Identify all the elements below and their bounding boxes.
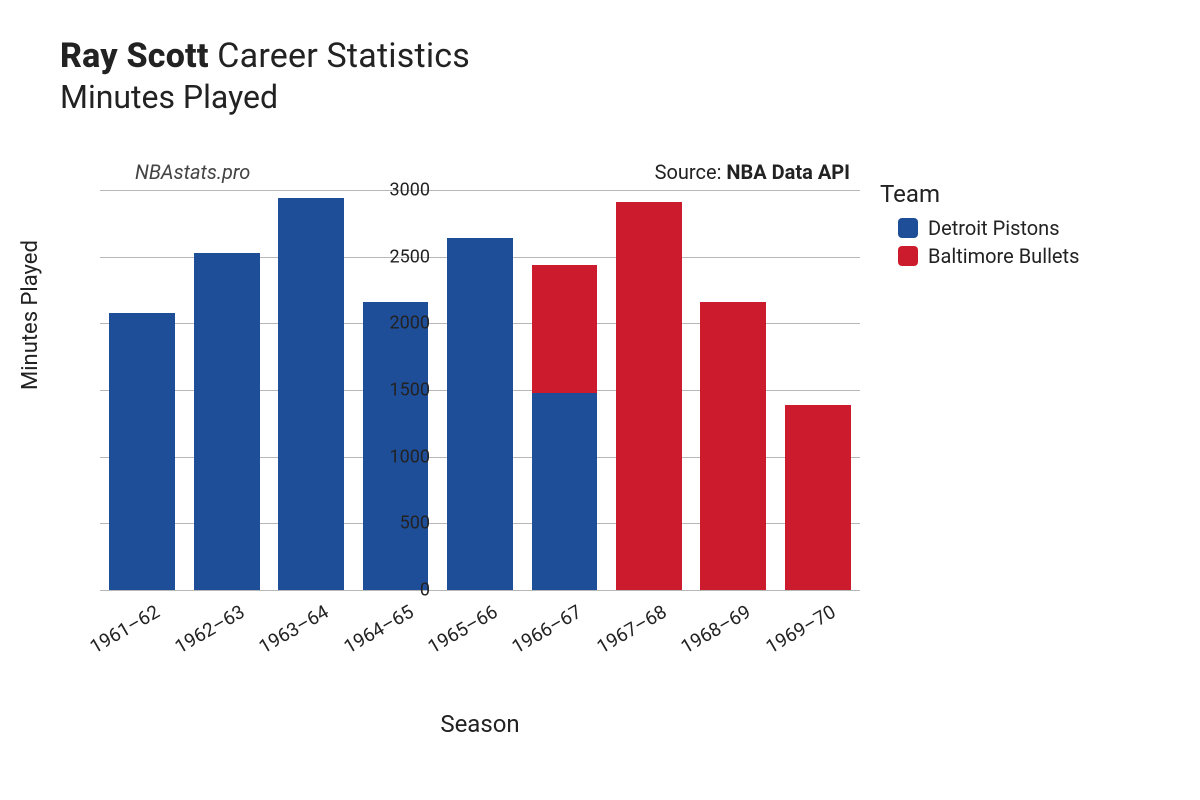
- legend-swatch: [898, 246, 918, 266]
- source-attribution: Source: NBA Data API: [655, 160, 850, 184]
- legend-label: Baltimore Bullets: [928, 244, 1079, 268]
- y-tick-label: 1000: [370, 446, 430, 467]
- legend-item: Detroit Pistons: [898, 216, 1079, 240]
- y-tick-label: 1500: [370, 380, 430, 401]
- legend: Team Detroit Pistons Baltimore Bullets: [880, 180, 1079, 272]
- y-tick-label: 2000: [370, 313, 430, 334]
- bar-segment: [532, 265, 598, 393]
- chart-title-rest: Career Statistics: [209, 36, 470, 76]
- legend-label: Detroit Pistons: [928, 216, 1060, 240]
- bar: [278, 190, 344, 590]
- y-tick-label: 500: [370, 513, 430, 534]
- bar-segment: [109, 313, 175, 590]
- x-axis-title: Season: [100, 710, 860, 738]
- bar-segment: [616, 202, 682, 590]
- bar-segment: [700, 302, 766, 590]
- y-tick-label: 3000: [370, 180, 430, 201]
- bar: [532, 190, 598, 590]
- source-name: NBA Data API: [726, 160, 850, 184]
- legend-item: Baltimore Bullets: [898, 244, 1079, 268]
- bar: [616, 190, 682, 590]
- source-prefix: Source:: [655, 160, 727, 184]
- bar-segment: [278, 198, 344, 590]
- bar-segment: [785, 405, 851, 590]
- chart-title-bold: Ray Scott: [60, 36, 209, 76]
- bar: [700, 190, 766, 590]
- bar: [447, 190, 513, 590]
- grid-line: [100, 590, 860, 591]
- chart-container: Ray Scott Career Statistics Minutes Play…: [0, 0, 1200, 800]
- y-tick-label: 2500: [370, 246, 430, 267]
- chart-title: Ray Scott Career Statistics: [60, 36, 470, 76]
- legend-title: Team: [880, 180, 1079, 208]
- chart-title-block: Ray Scott Career Statistics Minutes Play…: [60, 36, 470, 116]
- watermark: NBAstats.pro: [135, 160, 250, 184]
- bar: [194, 190, 260, 590]
- bar-segment: [532, 393, 598, 590]
- bar-segment: [447, 238, 513, 590]
- legend-swatch: [898, 218, 918, 238]
- y-axis-title: Minutes Played: [18, 240, 43, 390]
- bar: [109, 190, 175, 590]
- y-tick-label: 0: [370, 580, 430, 601]
- plot-area: [100, 190, 860, 590]
- chart-subtitle: Minutes Played: [60, 78, 470, 116]
- bar-segment: [194, 253, 260, 590]
- bar: [785, 190, 851, 590]
